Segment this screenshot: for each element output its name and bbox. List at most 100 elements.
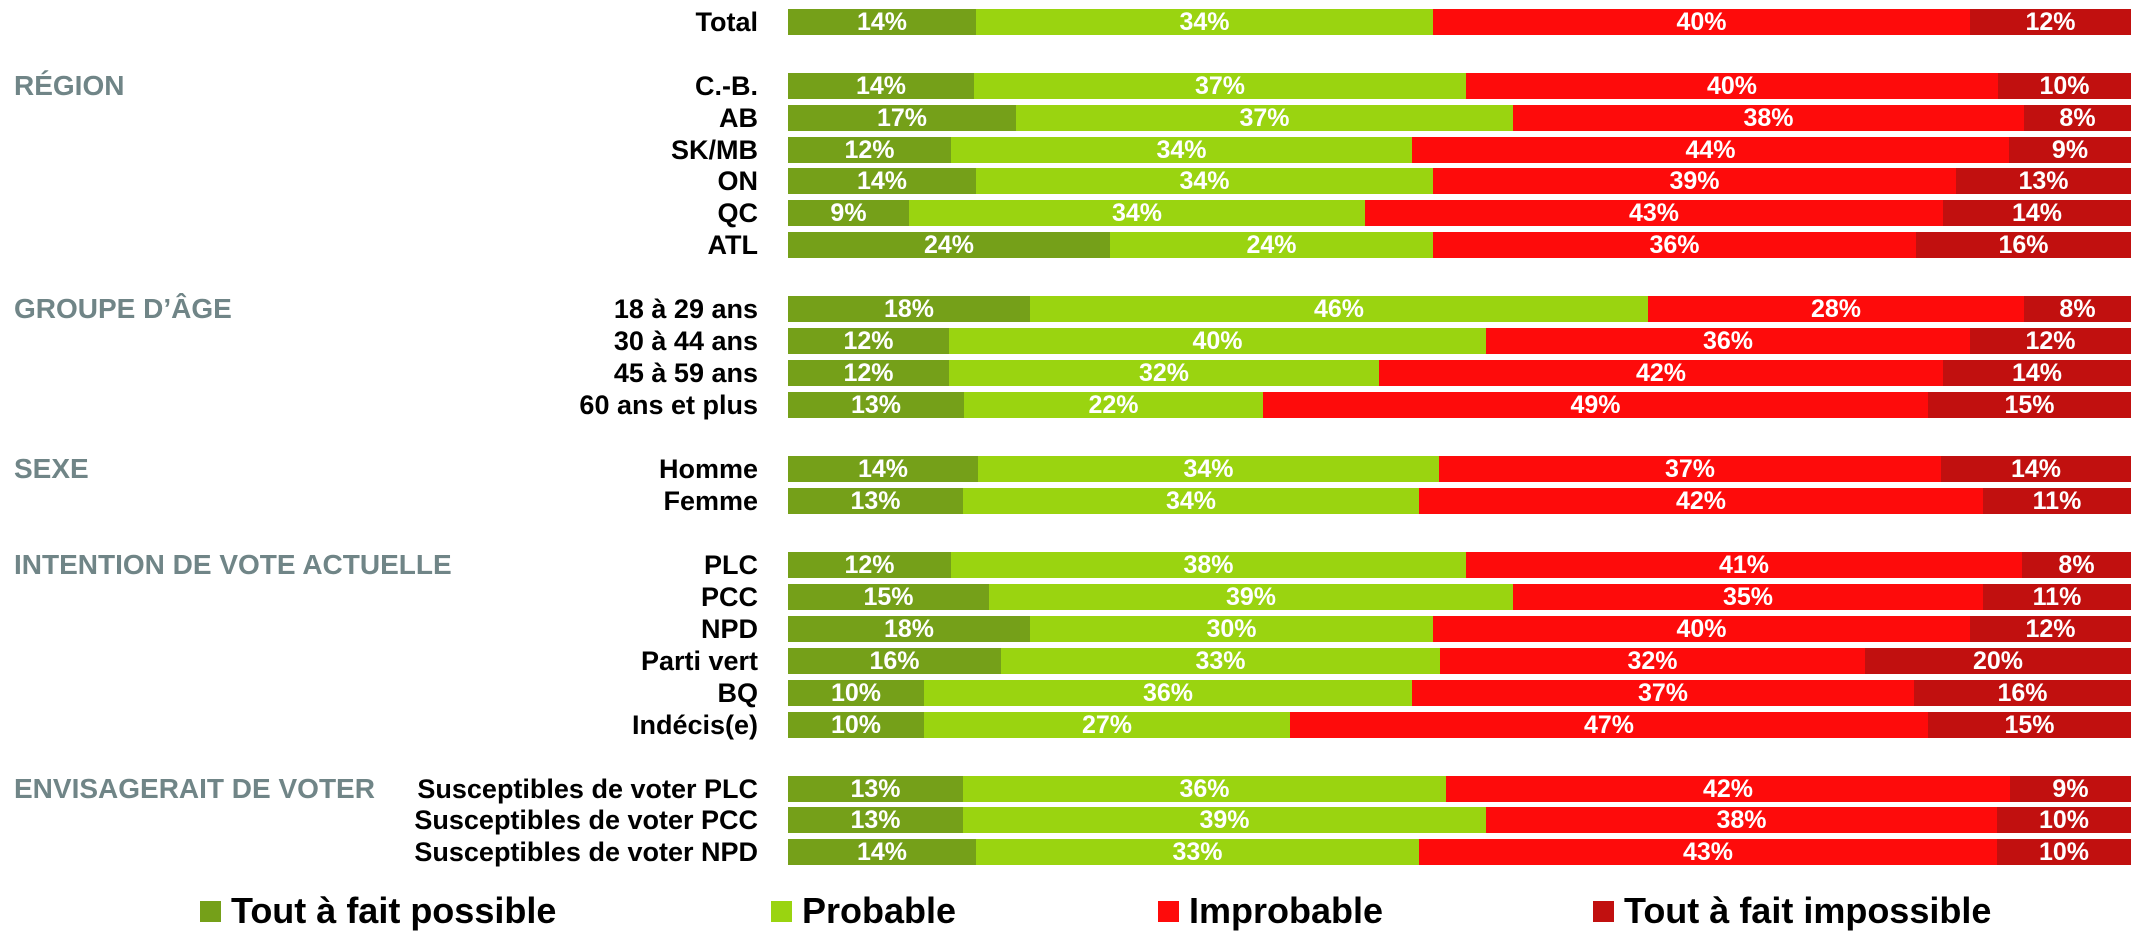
bar-segment-improbable: 42 — [1379, 360, 1943, 387]
stacked-bar: 13344211 — [788, 487, 2131, 514]
stacked-bar: 12403612 — [788, 328, 2131, 355]
bar-segment-probable: 24 — [1110, 232, 1433, 259]
bar-segment-tout-a-fait-impossible: 12 — [1970, 8, 2131, 35]
data-label: 9 — [788, 200, 909, 227]
data-label: 34 — [978, 456, 1439, 483]
bar-segment-improbable: 40 — [1466, 72, 1998, 99]
data-label: 12 — [788, 551, 951, 578]
bar-segment-improbable: 32 — [1440, 647, 1865, 674]
category-label: BQ — [717, 677, 759, 708]
data-label: 9 — [2009, 136, 2131, 163]
bar-segment-tout-a-fait-possible: 14 — [788, 839, 976, 866]
legend-item-improbable: Improbable — [1158, 893, 1383, 929]
bar-segment-tout-a-fait-possible: 18 — [788, 296, 1030, 323]
data-label: 37 — [1016, 104, 1513, 131]
data-label: 42 — [1446, 775, 2010, 802]
data-label: 10 — [788, 711, 924, 738]
bar-segment-improbable: 47 — [1290, 711, 1928, 738]
bar-segment-improbable: 38 — [1486, 807, 1997, 834]
bar-segment-tout-a-fait-possible: 13 — [788, 392, 964, 419]
bar-segment-tout-a-fait-impossible: 20 — [1865, 647, 2131, 674]
group-label-sexe: SEXE — [14, 453, 89, 484]
category-label: 45 à 59 ans — [613, 358, 758, 389]
bar-segment-tout-a-fait-possible: 12 — [788, 551, 951, 578]
stacked-bar: 12324214 — [788, 360, 2131, 387]
data-label: 49 — [1263, 392, 1928, 419]
bar-segment-tout-a-fait-possible: 10 — [788, 711, 924, 738]
bar-segment-improbable: 40 — [1433, 615, 1970, 642]
category-label: SK/MB — [671, 134, 758, 165]
bar-segment-improbable: 37 — [1439, 456, 1941, 483]
data-label: 20 — [1865, 647, 2131, 674]
legend-swatch — [1593, 900, 1614, 922]
data-label: 41 — [1466, 551, 2022, 578]
stacked-bar: 9344314 — [788, 200, 2131, 227]
bar-segment-tout-a-fait-possible: 14 — [788, 456, 978, 483]
data-label: 14 — [1943, 360, 2131, 387]
group-label-groupe-d-age: GROUPE D’ÂGE — [14, 293, 232, 325]
data-label: 14 — [788, 8, 976, 35]
legend-label: Probable — [802, 890, 957, 931]
data-label: 38 — [951, 551, 1466, 578]
bar-segment-improbable: 42 — [1446, 775, 2010, 802]
data-label: 14 — [788, 72, 974, 99]
bar-segment-improbable: 43 — [1419, 839, 1997, 866]
data-label: 14 — [788, 839, 976, 866]
bar-segment-probable: 46 — [1030, 296, 1648, 323]
bar-segment-tout-a-fait-impossible: 14 — [1943, 360, 2131, 387]
bar-segment-tout-a-fait-impossible: 10 — [1998, 72, 2131, 99]
bar-segment-probable: 36 — [924, 679, 1412, 706]
data-label: 16 — [1914, 679, 2131, 706]
data-label: 27 — [924, 711, 1290, 738]
data-label: 18 — [788, 296, 1030, 323]
group-label-intention-de-vote-actuelle: INTENTION DE VOTE ACTUELLE — [14, 548, 452, 580]
bar-segment-probable: 34 — [963, 487, 1419, 514]
data-label: 12 — [1970, 8, 2131, 35]
category-label: NPD — [700, 613, 758, 644]
bar-segment-tout-a-fait-impossible: 8 — [2022, 551, 2131, 578]
data-label: 12 — [788, 360, 949, 387]
bar-segment-probable: 32 — [949, 360, 1379, 387]
data-label: 12 — [1970, 328, 2131, 355]
category-label: Femme — [663, 485, 758, 516]
bar-segment-tout-a-fait-possible: 13 — [788, 775, 963, 802]
data-label: 37 — [1439, 456, 1941, 483]
stacked-bar: 1336429 — [788, 775, 2131, 802]
bar-segment-tout-a-fait-possible: 14 — [788, 8, 976, 35]
legend-item-probable: Probable — [771, 893, 956, 929]
stacked-bar: 15393511 — [788, 583, 2131, 610]
bar-segment-tout-a-fait-impossible: 12 — [1970, 328, 2131, 355]
bar-segment-probable: 38 — [951, 551, 1466, 578]
category-label: 18 à 29 ans — [613, 294, 758, 325]
stacked-bar: 14374010 — [788, 72, 2131, 99]
bar-segment-probable: 34 — [951, 136, 1412, 163]
data-label: 32 — [949, 360, 1379, 387]
bar-segment-improbable: 40 — [1433, 8, 1970, 35]
category-label: 60 ans et plus — [579, 390, 758, 421]
data-label: 8 — [2022, 551, 2131, 578]
data-label: 10 — [1998, 72, 2131, 99]
legend-item-tout-a-fait-possible: Tout à fait possible — [200, 893, 556, 929]
legend-swatch — [771, 900, 792, 922]
bar-segment-probable: 34 — [976, 168, 1433, 195]
bar-segment-tout-a-fait-impossible: 8 — [2024, 104, 2131, 131]
bar-segment-tout-a-fait-possible: 13 — [788, 487, 963, 514]
stacked-bar: 13224915 — [788, 392, 2131, 419]
data-label: 42 — [1379, 360, 1943, 387]
data-label: 13 — [788, 807, 963, 834]
data-label: 34 — [963, 487, 1419, 514]
category-label: Indécis(e) — [631, 709, 758, 740]
legend: Tout à fait possible Probable Improbable… — [0, 893, 2131, 931]
stacked-bar: 16333220 — [788, 647, 2131, 674]
data-label: 39 — [963, 807, 1486, 834]
stacked-bar: 10363716 — [788, 679, 2131, 706]
legend-item-tout-a-fait-impossible: Tout à fait impossible — [1593, 893, 1991, 929]
data-label: 47 — [1290, 711, 1928, 738]
bar-segment-probable: 36 — [963, 775, 1446, 802]
data-label: 12 — [788, 136, 951, 163]
bar-segment-probable: 34 — [909, 200, 1365, 227]
data-label: 39 — [989, 583, 1513, 610]
data-label: 11 — [1983, 583, 2131, 610]
bar-segment-probable: 37 — [1016, 104, 1513, 131]
category-label: PCC — [700, 581, 758, 612]
